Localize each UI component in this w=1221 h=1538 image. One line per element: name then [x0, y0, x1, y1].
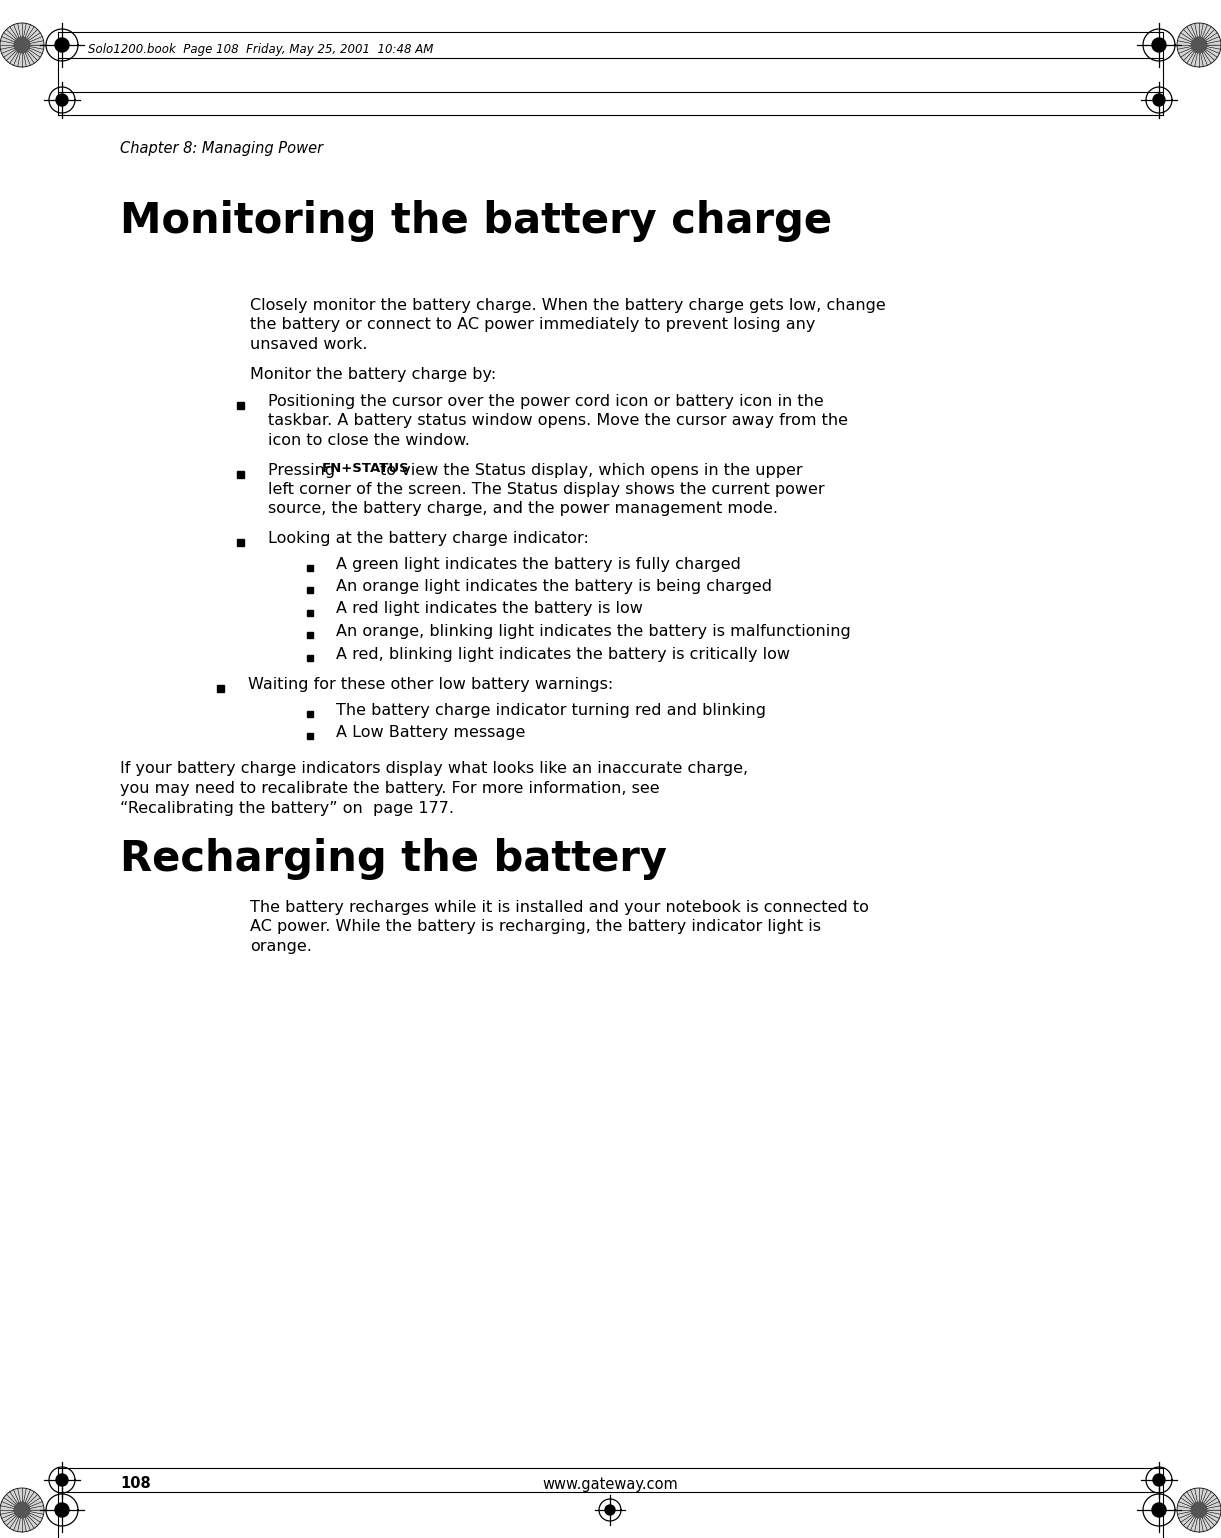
Circle shape — [1153, 94, 1165, 106]
Bar — [306, 564, 313, 571]
Text: Monitor the battery charge by:: Monitor the battery charge by: — [250, 366, 496, 381]
Text: taskbar. A battery status window opens. Move the cursor away from the: taskbar. A battery status window opens. … — [267, 414, 849, 429]
Bar — [216, 684, 223, 692]
Circle shape — [1153, 1473, 1165, 1486]
Text: 108: 108 — [120, 1476, 150, 1492]
Text: A red, blinking light indicates the battery is critically low: A red, blinking light indicates the batt… — [336, 646, 790, 661]
Text: Closely monitor the battery charge. When the battery charge gets low, change: Closely monitor the battery charge. When… — [250, 298, 885, 314]
Bar — [306, 632, 313, 638]
Text: to view the Status display, which opens in the upper: to view the Status display, which opens … — [375, 463, 802, 477]
Polygon shape — [0, 23, 44, 68]
Text: The battery charge indicator turning red and blinking: The battery charge indicator turning red… — [336, 703, 766, 718]
Bar — [306, 734, 313, 738]
Circle shape — [1151, 38, 1166, 52]
Text: A Low Battery message: A Low Battery message — [336, 724, 525, 740]
Text: you may need to recalibrate the battery. For more information, see: you may need to recalibrate the battery.… — [120, 781, 659, 797]
Text: unsaved work.: unsaved work. — [250, 337, 368, 352]
Text: Solo1200.book  Page 108  Friday, May 25, 2001  10:48 AM: Solo1200.book Page 108 Friday, May 25, 2… — [88, 43, 433, 57]
Bar — [237, 471, 243, 477]
Circle shape — [56, 1473, 68, 1486]
Text: A red light indicates the battery is low: A red light indicates the battery is low — [336, 601, 643, 617]
Bar — [306, 609, 313, 615]
Text: Waiting for these other low battery warnings:: Waiting for these other low battery warn… — [248, 677, 613, 692]
Bar — [237, 538, 243, 546]
Circle shape — [1192, 1503, 1206, 1518]
Text: An orange light indicates the battery is being charged: An orange light indicates the battery is… — [336, 578, 772, 594]
Text: A green light indicates the battery is fully charged: A green light indicates the battery is f… — [336, 557, 741, 572]
Circle shape — [55, 1503, 70, 1516]
Text: the battery or connect to AC power immediately to prevent losing any: the battery or connect to AC power immed… — [250, 317, 816, 332]
Text: www.gateway.com: www.gateway.com — [542, 1476, 679, 1492]
Bar — [306, 655, 313, 660]
Text: left corner of the screen. The Status display shows the current power: left corner of the screen. The Status di… — [267, 481, 824, 497]
Circle shape — [55, 38, 70, 52]
Bar — [306, 711, 313, 717]
Text: AC power. While the battery is recharging, the battery indicator light is: AC power. While the battery is rechargin… — [250, 920, 821, 935]
Text: An orange, blinking light indicates the battery is malfunctioning: An orange, blinking light indicates the … — [336, 624, 851, 638]
Circle shape — [15, 37, 29, 52]
Text: Monitoring the battery charge: Monitoring the battery charge — [120, 200, 833, 241]
Text: Positioning the cursor over the power cord icon or battery icon in the: Positioning the cursor over the power co… — [267, 394, 824, 409]
Circle shape — [15, 1503, 29, 1518]
Text: icon to close the window.: icon to close the window. — [267, 434, 470, 448]
Bar — [237, 401, 243, 409]
Circle shape — [1192, 37, 1206, 52]
Text: Chapter 8: Managing Power: Chapter 8: Managing Power — [120, 140, 324, 155]
Text: If your battery charge indicators display what looks like an inaccurate charge,: If your battery charge indicators displa… — [120, 761, 748, 777]
Text: Recharging the battery: Recharging the battery — [120, 838, 667, 880]
Polygon shape — [1177, 23, 1221, 68]
Text: The battery recharges while it is installed and your notebook is connected to: The battery recharges while it is instal… — [250, 900, 869, 915]
Text: orange.: orange. — [250, 940, 311, 954]
Polygon shape — [1177, 1487, 1221, 1532]
Text: FN+STATUS: FN+STATUS — [322, 463, 409, 475]
Text: Looking at the battery charge indicator:: Looking at the battery charge indicator: — [267, 531, 589, 546]
Polygon shape — [0, 1487, 44, 1532]
Text: Pressing: Pressing — [267, 463, 341, 477]
Bar — [306, 588, 313, 594]
Circle shape — [604, 1506, 615, 1515]
Text: “Recalibrating the battery” on  page 177.: “Recalibrating the battery” on page 177. — [120, 800, 454, 815]
Circle shape — [56, 94, 68, 106]
Text: source, the battery charge, and the power management mode.: source, the battery charge, and the powe… — [267, 501, 778, 517]
Circle shape — [1151, 1503, 1166, 1516]
